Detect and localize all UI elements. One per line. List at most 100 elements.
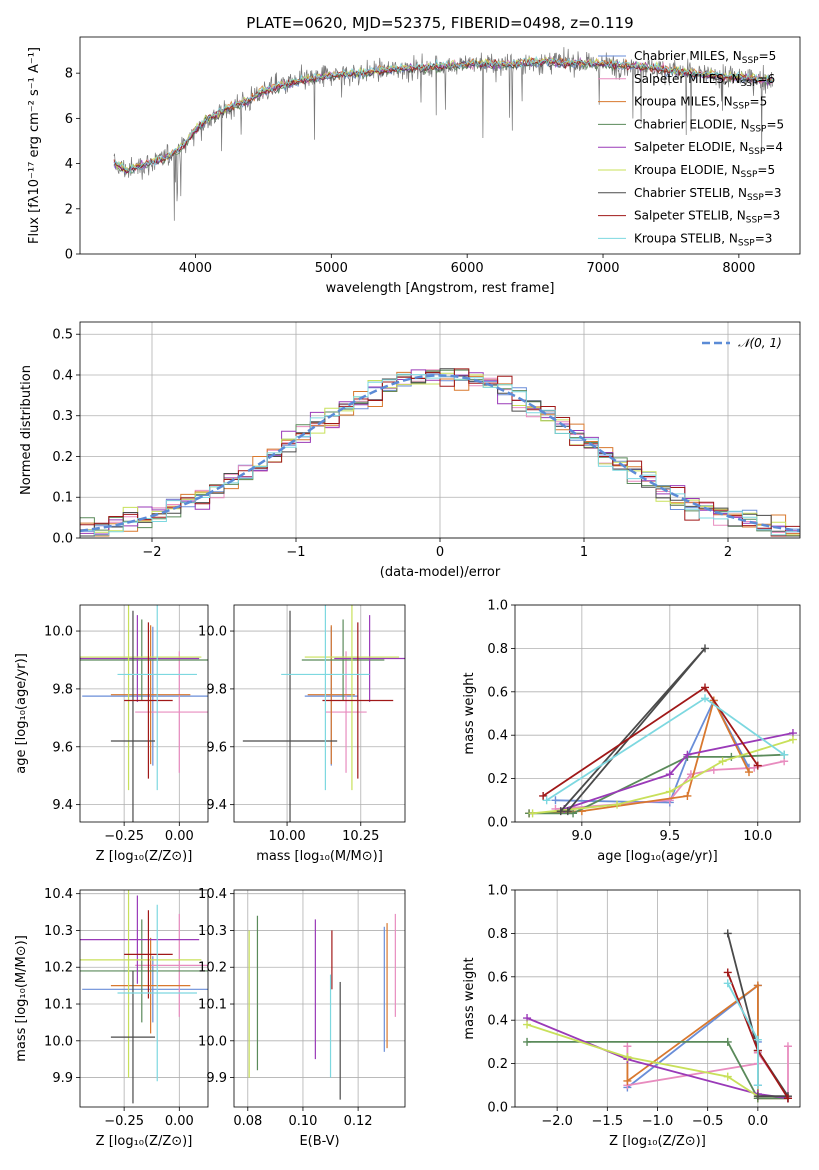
data-spectrum-line [113, 47, 773, 221]
mass-weight-marker [623, 1042, 632, 1051]
panel-age_vs_mass: 10.00 10.25 9.4 9.6 9.8 10.0 mass [log₁₀(M/M⊙)… [198, 604, 406, 864]
x-tick-label: 0.12 [344, 1114, 373, 1129]
model-spectrum-line [113, 57, 773, 174]
plot-area [80, 890, 208, 1104]
mass-weight-marker [665, 770, 674, 779]
y-tick-label: 0.2 [487, 1057, 508, 1072]
mass-weight-marker [683, 791, 692, 800]
mass-weight-marker [701, 683, 709, 692]
panel-mass_weight_vs_z: −2.0 −1.5 −1.0 −0.5 0.0 0.0 0.2 0.4 0.6 0.8 1.0 Z [… [462, 884, 801, 1149]
axes-frame [233, 604, 406, 823]
legend-entry: Kroupa MILES, NSSP=5 [634, 95, 767, 112]
axes-frame [514, 889, 801, 1108]
legend-entry: Salpeter ELODIE, NSSP=4 [634, 140, 783, 157]
x-tick-label: 10.0 [743, 829, 772, 844]
mass-weight-marker [542, 796, 551, 805]
y-tick-label: 1.0 [487, 599, 508, 614]
y-tick-label: 9.8 [206, 682, 227, 697]
x-tick-label: 10.25 [342, 829, 379, 844]
y-tick-label: 9.6 [52, 740, 73, 755]
x-tick-label: 0.00 [165, 829, 194, 844]
y-tick-label: 0.5 [52, 328, 73, 343]
mass-weight-marker [569, 809, 578, 818]
legend-entry: Kroupa ELODIE, NSSP=5 [634, 163, 775, 180]
x-tick-label: 1 [580, 545, 588, 560]
mass-weight-marker [753, 981, 762, 990]
x-tick-label: −2 [142, 545, 161, 560]
x-tick-label: 9.5 [659, 829, 680, 844]
y-tick-label: 0.4 [487, 729, 508, 744]
x-axis-label: wavelength [Angstrom, rest frame] [326, 281, 555, 296]
y-tick-label: 9.6 [206, 740, 227, 755]
y-tick-label: 10.1 [198, 998, 227, 1013]
y-axis-label: Normed distribution [19, 365, 34, 495]
x-tick-label: −1 [286, 545, 305, 560]
figure-title: PLATE=0620, MJD=52375, FIBERID=0498, z=0… [246, 14, 633, 32]
y-tick-label: 10.1 [44, 998, 73, 1013]
mass-weight-marker [783, 1042, 792, 1051]
mass-weight-line [527, 1041, 788, 1100]
x-axis-label: age [log₁₀(age/yr)] [597, 849, 718, 864]
x-tick-label: 0.00 [165, 1114, 194, 1129]
x-axis-label: E(B-V) [299, 1134, 339, 1149]
x-tick-label: 2 [724, 545, 732, 560]
axes-frame [79, 321, 801, 539]
mass-weight-marker [753, 761, 762, 770]
chart-layer: 4000 5000 6000 7000 8000 0 2 4 6 8 wavelength [Ang… [14, 36, 801, 1149]
mass-weight-line [564, 732, 794, 810]
axes-frame [79, 604, 209, 823]
y-tick-label: 10.2 [198, 961, 227, 976]
legend-entry: Chabrier MILES, NSSP=5 [634, 49, 776, 66]
panel-mass_vs_z: −0.25 0.00 9.9 10.0 10.1 10.2 10.3 10.4 Z [log₁₀… [14, 887, 209, 1149]
plot-area [80, 605, 208, 822]
x-tick-label: 0.08 [233, 1114, 262, 1129]
mass-weight-marker [701, 644, 709, 653]
x-tick-label: −1.5 [592, 1114, 624, 1129]
y-tick-label: 9.4 [206, 798, 227, 813]
mass-weight-marker [788, 735, 797, 744]
y-axis-label: mass weight [462, 957, 477, 1039]
y-tick-label: 10.4 [44, 887, 73, 902]
x-tick-label: 7000 [586, 261, 619, 276]
y-axis-label: mass weight [462, 672, 477, 754]
panel-mass_vs_ebv: 0.08 0.10 0.12 9.9 10.0 10.1 10.2 10.3 10.4 E(B-V… [198, 887, 406, 1149]
mass-weight-marker [723, 1037, 732, 1046]
y-tick-label: 9.9 [206, 1071, 227, 1086]
mass-weight-marker [783, 1094, 792, 1103]
y-tick-label: 0.3 [52, 409, 73, 424]
model-spectrum-line [113, 55, 773, 174]
x-tick-label: −2.0 [541, 1114, 573, 1129]
mass-weight-marker [723, 979, 732, 988]
x-axis-label: Z [log₁₀(Z/Z⊙)] [609, 1134, 706, 1149]
x-tick-label: 6000 [451, 261, 484, 276]
mass-weight-marker [563, 807, 572, 816]
legend-entry: Kroupa STELIB, NSSP=3 [634, 231, 772, 248]
x-tick-label: −0.5 [692, 1114, 724, 1129]
y-axis-label: mass [log₁₀(M/M⊙)] [14, 935, 29, 1062]
y-tick-label: 10.2 [44, 961, 73, 976]
y-tick-label: 10.3 [198, 924, 227, 939]
y-axis-label: age [log₁₀(age/yr)] [14, 653, 29, 774]
x-axis-label: (data-model)/error [380, 565, 501, 580]
x-tick-label: 4000 [179, 261, 212, 276]
y-tick-label: 0.0 [52, 532, 73, 547]
y-axis-label: Flux [fλ10⁻¹⁷ erg cm⁻² s⁻¹ A⁻¹] [27, 47, 42, 244]
mass-weight-marker [753, 1081, 762, 1090]
plot-area [523, 929, 792, 1103]
legend-entry: Salpeter MILES, NSSP=6 [634, 72, 775, 89]
x-tick-label: 9.0 [572, 829, 593, 844]
x-axis-label: Z [log₁₀(Z/Z⊙)] [96, 1134, 193, 1149]
y-tick-label: 0.6 [487, 685, 508, 700]
mass-weight-marker [623, 1053, 632, 1062]
legend-entry: Salpeter STELIB, NSSP=3 [634, 209, 780, 226]
mass-weight-marker [528, 809, 537, 818]
x-tick-label: 5000 [315, 261, 348, 276]
plot-area [242, 605, 405, 822]
mass-weight-marker [551, 796, 560, 805]
normal-curve-line [80, 374, 800, 533]
mass-weight-marker [623, 1076, 632, 1085]
panel-mass_weight_vs_age: 9.0 9.5 10.0 0.0 0.2 0.4 0.6 0.8 1.0 age [log₁₀(a… [462, 599, 801, 864]
mass-weight-marker [701, 694, 709, 703]
y-tick-label: 9.8 [52, 682, 73, 697]
y-tick-label: 0 [65, 248, 73, 263]
